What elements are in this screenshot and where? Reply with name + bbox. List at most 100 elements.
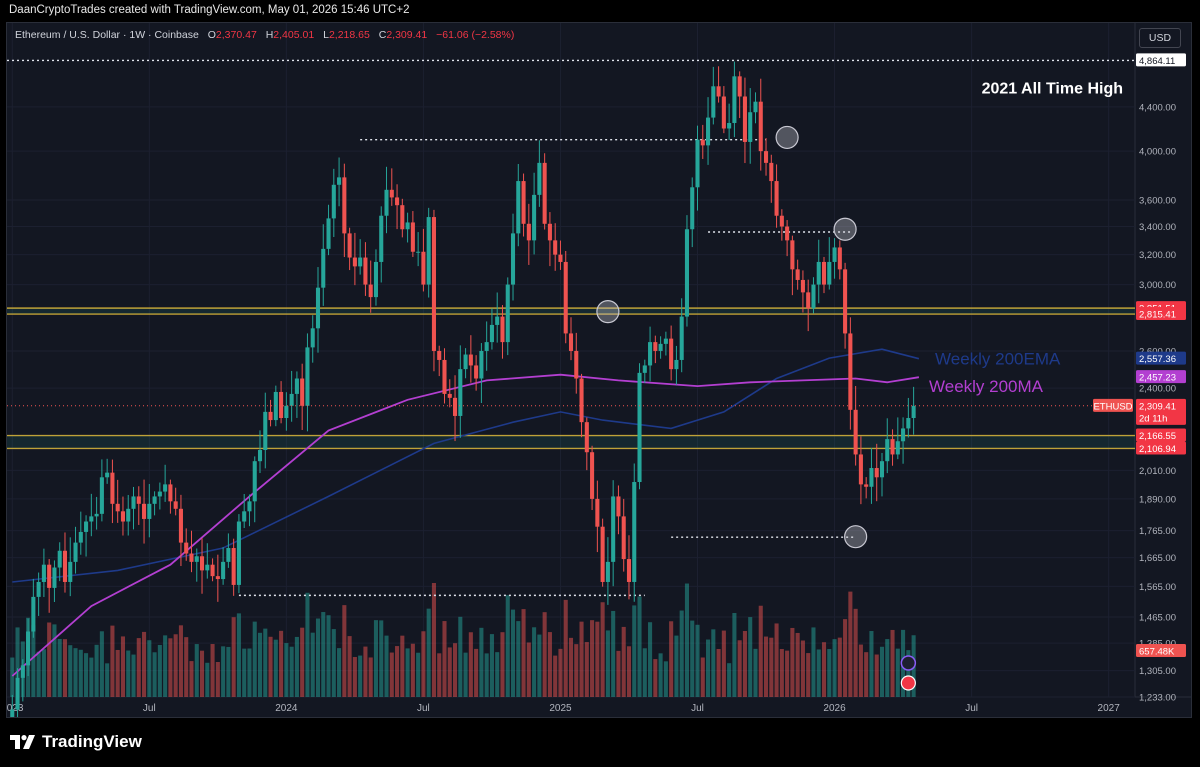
candle-body — [47, 564, 52, 588]
volume-bar — [84, 653, 89, 697]
volume-bar — [331, 629, 336, 697]
candle — [347, 227, 352, 271]
volume-bar — [648, 622, 653, 697]
price-label-bg — [1136, 398, 1186, 425]
candle-body — [837, 247, 842, 270]
y-tick-label: 3,200.00 — [1139, 250, 1176, 261]
volume-bar — [215, 661, 220, 697]
candle-body — [510, 233, 516, 285]
candle — [553, 223, 558, 271]
candle-body — [57, 550, 62, 568]
volume-bar — [368, 657, 373, 697]
candle — [611, 480, 616, 587]
candle — [442, 348, 447, 404]
candle-body — [310, 328, 315, 348]
y-tick-label: 3,400.00 — [1139, 222, 1176, 233]
candle — [563, 250, 568, 344]
candlestick-chart[interactable]: 4,400.00 4,000.00 3,600.00 3,400.00 3,200.00… — [7, 23, 1192, 718]
candle — [373, 249, 379, 306]
candle — [36, 572, 41, 616]
volume-bar — [832, 639, 837, 697]
candle — [157, 482, 162, 510]
candle — [642, 359, 647, 383]
candle-body — [384, 189, 389, 216]
candle — [674, 345, 679, 385]
y-tick-label: 1,233.00 — [1139, 693, 1176, 704]
candle-body — [379, 215, 384, 262]
candle — [605, 537, 610, 605]
price-axis-label: 2,557.36 — [1136, 351, 1186, 365]
candle-body — [62, 550, 68, 582]
volume-bar — [600, 602, 605, 697]
candle — [395, 184, 400, 230]
candle — [821, 256, 827, 294]
candle-body — [215, 576, 220, 580]
volume-bar — [853, 608, 858, 697]
candle — [400, 198, 405, 238]
volume-bar — [199, 650, 205, 697]
close-value: 2,309.41 — [386, 29, 428, 41]
volume-bar — [226, 646, 231, 697]
volume-bar — [194, 644, 199, 697]
candle-body — [774, 181, 779, 216]
candle — [895, 417, 900, 460]
low-label: L — [323, 29, 329, 41]
candle — [774, 164, 779, 228]
candle-body — [26, 631, 31, 666]
candle-body — [173, 501, 178, 509]
candle — [579, 373, 584, 438]
highlight-circle — [833, 217, 857, 241]
candle-body — [263, 411, 268, 451]
candle — [326, 204, 331, 256]
candle — [727, 103, 732, 140]
chart-background — [7, 23, 1191, 717]
open-label: O — [207, 29, 216, 41]
tradingview-brand[interactable]: TradingView — [10, 732, 142, 752]
candle — [763, 138, 769, 176]
candle — [268, 399, 273, 427]
candle-body — [342, 177, 347, 234]
candle — [236, 514, 241, 594]
candle-body — [147, 503, 152, 519]
high-value: 2,405.01 — [273, 29, 315, 41]
volume-bar — [774, 623, 779, 697]
candle — [178, 494, 183, 567]
y-tick-label: 1,465.00 — [1139, 613, 1176, 624]
price-label-text: 2,309.41 — [1139, 401, 1176, 412]
candle-body — [711, 86, 716, 118]
candle — [78, 511, 83, 555]
candle-body — [458, 369, 463, 416]
volume-bar — [68, 645, 73, 697]
volume-bar — [827, 649, 832, 697]
candle — [252, 456, 257, 523]
volume-bar — [674, 635, 679, 697]
candle — [89, 493, 94, 537]
volume-bar — [31, 625, 36, 697]
volume-bar — [110, 625, 115, 697]
candle-body — [279, 391, 284, 419]
candle-body — [236, 521, 241, 585]
volume-bar — [147, 640, 152, 697]
candle — [626, 535, 632, 600]
currency-button[interactable]: USD — [1139, 28, 1181, 48]
candle-body — [252, 461, 257, 502]
candle — [431, 209, 436, 372]
volume-bar — [326, 615, 331, 697]
candle — [906, 397, 911, 438]
candle-body — [99, 477, 104, 514]
candle-body — [352, 257, 357, 267]
candle-body — [821, 261, 827, 285]
highlight-circle — [844, 525, 868, 549]
open-value: 2,370.47 — [215, 29, 257, 41]
candle — [120, 496, 125, 536]
volume-bar — [152, 652, 157, 697]
candle — [231, 538, 236, 596]
volume-bar — [468, 632, 473, 697]
chart-frame[interactable]: 4,400.00 4,000.00 3,600.00 3,400.00 3,200.00… — [6, 22, 1192, 718]
candle-body — [811, 284, 816, 309]
volume-bar — [41, 649, 46, 697]
symbol-legend: Ethereum / U.S. Dollar · 1W · Coinbase O… — [15, 29, 514, 41]
candle-body — [679, 316, 684, 360]
x-tick-label: Jul — [965, 703, 978, 714]
